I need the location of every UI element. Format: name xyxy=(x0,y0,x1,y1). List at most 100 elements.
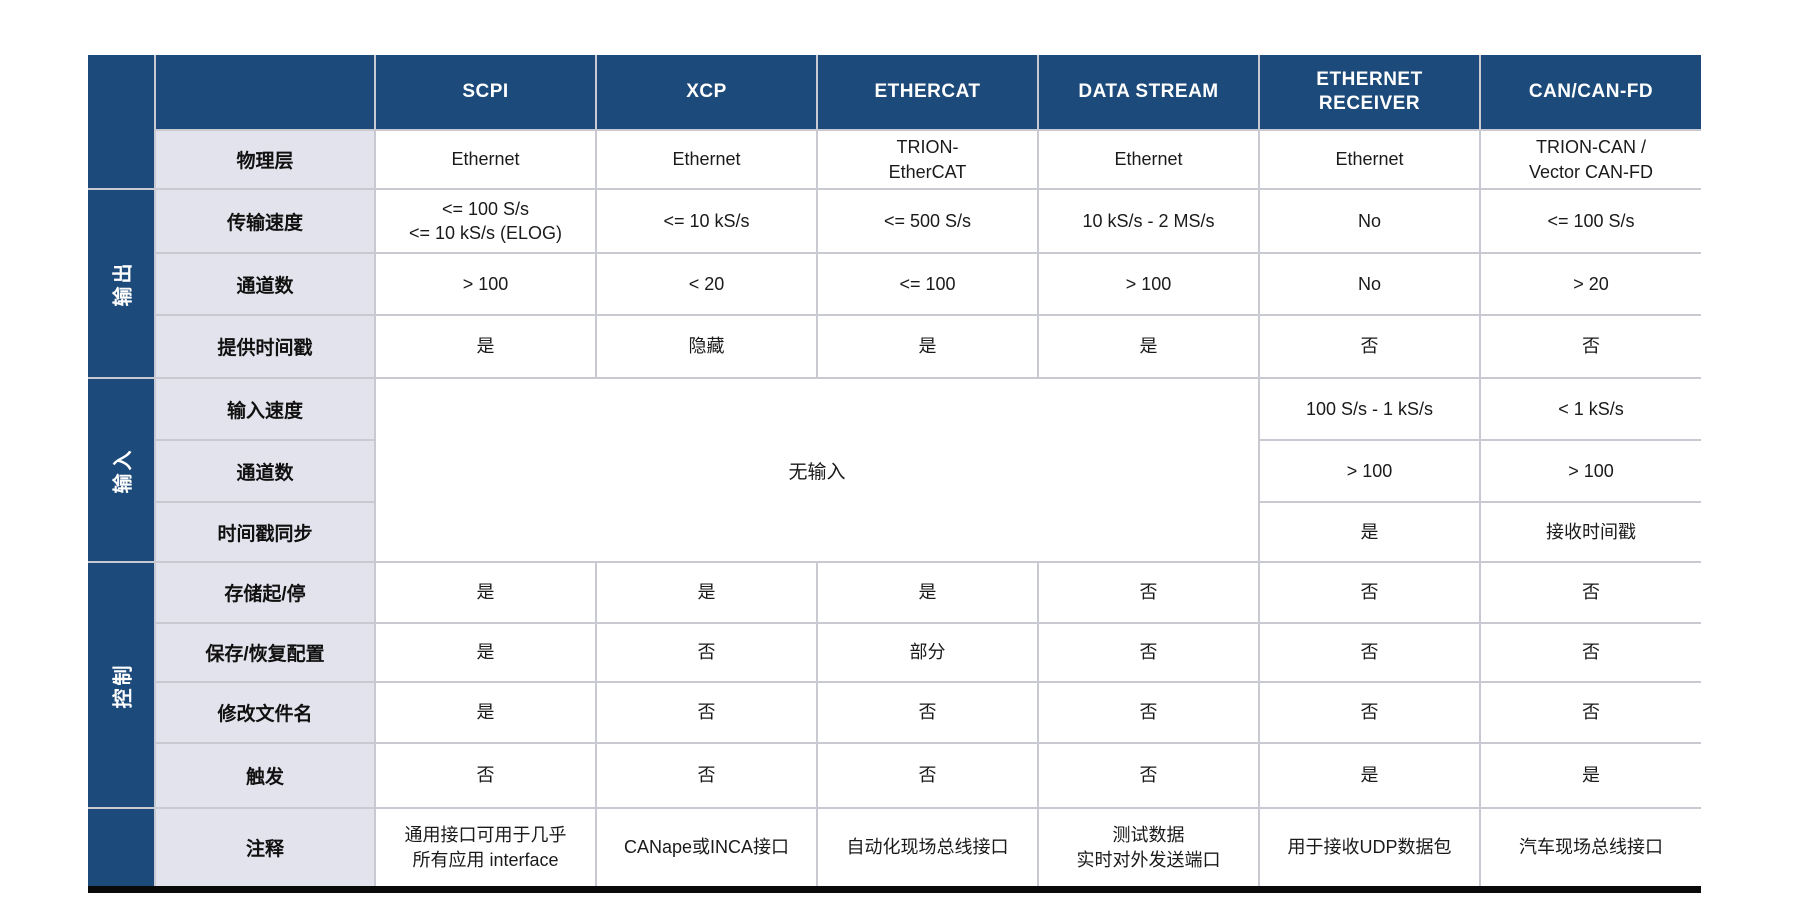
table-cell: 自动化现场总线接口 xyxy=(816,807,1039,887)
table-row: 注释 通用接口可用于几乎 所有应用 interface CANape或INCA接… xyxy=(87,807,1702,887)
table-cell: 是 xyxy=(374,622,597,683)
row-label-timestamp-provided: 提供时间戳 xyxy=(154,314,376,379)
table-cell: 否 xyxy=(1479,561,1702,624)
table-cell: 否 xyxy=(1037,622,1260,683)
table-cell: > 100 xyxy=(1258,439,1481,503)
table-row: 触发 否 否 否 否 是 是 xyxy=(88,742,1702,809)
table-cell: <= 10 kS/s xyxy=(595,188,818,254)
header-row: SCPI XCP ETHERCAT DATA STREAM ETHERNET R… xyxy=(87,54,1702,190)
table-cell: TRION- EtherCAT xyxy=(816,129,1039,190)
table-cell: Ethernet xyxy=(374,129,597,190)
table-cell: 接收时间戳 xyxy=(1479,501,1702,563)
col-header-can-can-fd: CAN/CAN-FD xyxy=(1479,54,1702,131)
table-cell: <= 100 S/s xyxy=(1479,188,1702,254)
group-label-control-text: 控制 xyxy=(112,662,135,708)
table-cell: TRION-CAN / Vector CAN-FD xyxy=(1479,129,1702,190)
table-cell: 否 xyxy=(1037,561,1260,624)
table-cell: 否 xyxy=(1479,681,1702,744)
table-cell: 是 xyxy=(816,561,1039,624)
table-cell: Ethernet xyxy=(1037,129,1260,190)
table-cell: <= 100 xyxy=(816,252,1039,316)
table-cell: No xyxy=(1258,252,1481,316)
table-cell: 测试数据 实时对外发送端口 xyxy=(1037,807,1260,887)
table-cell: > 100 xyxy=(374,252,597,316)
row-label-trigger: 触发 xyxy=(154,742,376,809)
row-label-transfer-speed: 传输速度 xyxy=(154,188,376,254)
protocol-comparison-table: SCPI XCP ETHERCAT DATA STREAM ETHERNET R… xyxy=(87,54,1702,887)
table-cell: 是 xyxy=(374,681,597,744)
table-cell: < 1 kS/s xyxy=(1479,377,1702,441)
row-label-channel-count-out: 通道数 xyxy=(154,252,376,316)
col-header-ethernet-receiver: ETHERNET RECEIVER xyxy=(1258,54,1481,131)
no-input-merged-cell: 无输入 xyxy=(374,377,1260,563)
group-label-input-text: 输入 xyxy=(112,447,135,493)
table-cell: 否 xyxy=(1258,681,1481,744)
table-row: 保存/恢复配置 是 否 部分 否 否 否 xyxy=(88,622,1702,683)
col-header-scpi: SCPI xyxy=(374,54,597,131)
table-cell: 是 xyxy=(374,561,597,624)
table-row: 输出 传输速度 <= 100 S/s <= 10 kS/s (ELOG) <= … xyxy=(87,188,1702,379)
table-cell: <= 100 S/s <= 10 kS/s (ELOG) xyxy=(374,188,597,254)
table-cell: <= 500 S/s xyxy=(816,188,1039,254)
table-cell: 通用接口可用于几乎 所有应用 interface xyxy=(374,807,597,887)
row-label-physical-layer: 物理层 xyxy=(154,129,376,190)
table-cell: 隐藏 xyxy=(595,314,818,379)
table-cell: 否 xyxy=(816,681,1039,744)
table-row: 控制 存储起/停 是 是 是 否 否 否 xyxy=(87,561,1702,809)
table-cell: 100 S/s - 1 kS/s xyxy=(1258,377,1481,441)
row-label-save-restore-config: 保存/恢复配置 xyxy=(154,622,376,683)
table-cell: 否 xyxy=(1479,622,1702,683)
table-cell: 否 xyxy=(595,622,818,683)
row-label-storage-start-stop: 存储起/停 xyxy=(154,561,376,624)
table-cell: 是 xyxy=(595,561,818,624)
table-cell: 否 xyxy=(816,742,1039,809)
table-cell: > 100 xyxy=(1479,439,1702,503)
table-cell: 汽车现场总线接口 xyxy=(1479,807,1702,887)
table-cell: No xyxy=(1258,188,1481,254)
table-cell: 否 xyxy=(1037,681,1260,744)
corner-strip-cell xyxy=(87,54,156,190)
row-label-input-speed: 输入速度 xyxy=(154,377,376,441)
table-row: 时间戳同步 是 接收时间戳 xyxy=(88,501,1702,563)
row-label-notes: 注释 xyxy=(154,807,376,887)
table-cell: 用于接收UDP数据包 xyxy=(1258,807,1481,887)
table-cell: 是 xyxy=(1037,314,1260,379)
group-label-input: 输入 xyxy=(87,377,156,563)
table-cell: 部分 xyxy=(816,622,1039,683)
table-cell: 是 xyxy=(1258,501,1481,563)
table-cell: 是 xyxy=(816,314,1039,379)
table-cell: 否 xyxy=(1479,314,1702,379)
row-label-rename-file: 修改文件名 xyxy=(154,681,376,744)
table-cell: 是 xyxy=(1479,742,1702,809)
table-cell: 否 xyxy=(1258,622,1481,683)
table-cell: 否 xyxy=(595,742,818,809)
group-label-output: 输出 xyxy=(87,188,156,379)
notes-strip-cell xyxy=(87,807,156,887)
group-label-control: 控制 xyxy=(87,561,156,809)
table-row: 通道数 > 100 > 100 xyxy=(88,439,1702,503)
row-label-timestamp-sync: 时间戳同步 xyxy=(154,501,376,563)
col-header-data-stream: DATA STREAM xyxy=(1037,54,1260,131)
table-row: 输入 输入速度 无输入 100 S/s - 1 kS/s < 1 kS/s xyxy=(87,377,1702,563)
table-row: 提供时间戳 是 隐藏 是 是 否 否 xyxy=(88,314,1702,379)
table-row: 修改文件名 是 否 否 否 否 否 xyxy=(88,681,1702,744)
table-cell: CANape或INCA接口 xyxy=(595,807,818,887)
table-cell: Ethernet xyxy=(595,129,818,190)
table-cell: 否 xyxy=(1258,314,1481,379)
table-cell: < 20 xyxy=(595,252,818,316)
table-cell: 否 xyxy=(1037,742,1260,809)
table-cell: 是 xyxy=(1258,742,1481,809)
table-row: 物理层 Ethernet Ethernet TRION- EtherCAT Et… xyxy=(88,129,1702,190)
row-label-channel-count-in: 通道数 xyxy=(154,439,376,503)
table-cell: 10 kS/s - 2 MS/s xyxy=(1037,188,1260,254)
group-label-output-text: 输出 xyxy=(112,260,135,307)
table-cell: > 20 xyxy=(1479,252,1702,316)
table-cell: 否 xyxy=(374,742,597,809)
table-cell: Ethernet xyxy=(1258,129,1481,190)
table-row: 通道数 > 100 < 20 <= 100 > 100 No > 20 xyxy=(88,252,1702,316)
table-cell: > 100 xyxy=(1037,252,1260,316)
col-header-ethercat: ETHERCAT xyxy=(816,54,1039,131)
col-header-xcp: XCP xyxy=(595,54,818,131)
table-cell: 否 xyxy=(595,681,818,744)
